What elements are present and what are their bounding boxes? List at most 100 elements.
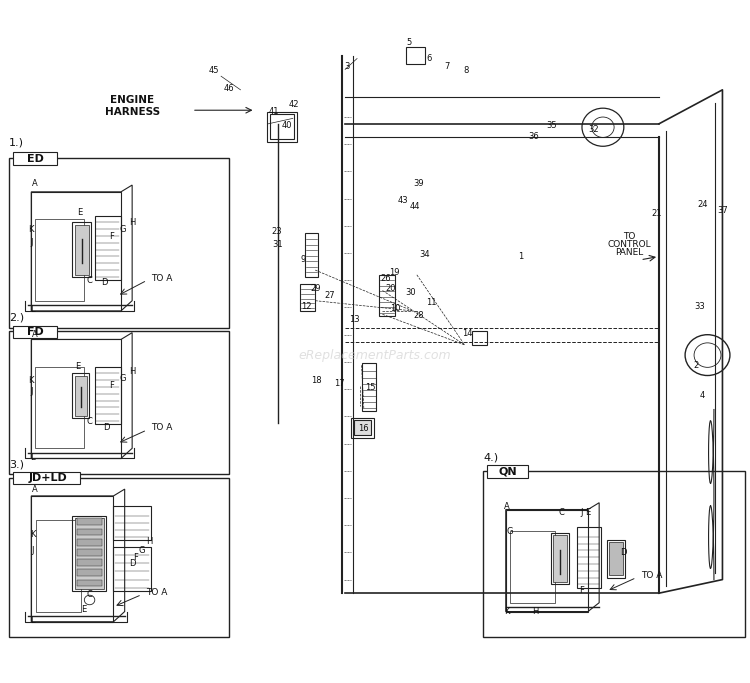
- Bar: [76, 580, 101, 587]
- Text: TO A: TO A: [640, 571, 662, 580]
- Text: HARNESS: HARNESS: [104, 107, 160, 117]
- Text: 31: 31: [272, 240, 284, 249]
- Bar: [472, 331, 487, 345]
- Text: 1: 1: [518, 252, 524, 261]
- Text: 4.): 4.): [483, 453, 499, 462]
- Bar: [577, 527, 601, 588]
- Bar: [76, 549, 101, 556]
- Bar: [74, 225, 88, 275]
- Text: 41: 41: [268, 107, 279, 116]
- Text: 4: 4: [700, 391, 705, 400]
- Text: L: L: [31, 453, 35, 462]
- Text: F: F: [580, 586, 584, 595]
- Bar: [607, 540, 625, 578]
- Text: 20: 20: [386, 284, 396, 293]
- Text: C: C: [559, 508, 565, 518]
- Bar: [72, 516, 106, 591]
- Bar: [113, 547, 151, 591]
- Bar: [72, 374, 88, 418]
- Text: 15: 15: [365, 383, 376, 392]
- Bar: [74, 518, 104, 589]
- Bar: [550, 533, 569, 585]
- Text: A: A: [505, 501, 510, 511]
- Bar: [379, 275, 395, 316]
- Text: G: G: [506, 527, 513, 536]
- Text: G: G: [119, 374, 126, 382]
- Text: G: G: [119, 225, 126, 234]
- Text: 10: 10: [390, 305, 400, 313]
- Bar: [354, 421, 370, 435]
- Text: K: K: [28, 376, 34, 385]
- Text: 18: 18: [311, 376, 322, 385]
- Text: 11: 11: [426, 298, 436, 307]
- Bar: [9, 331, 230, 474]
- Text: TO A: TO A: [146, 588, 167, 597]
- Text: 35: 35: [547, 121, 557, 130]
- Text: 6: 6: [427, 54, 432, 63]
- Text: 17: 17: [334, 379, 345, 388]
- Text: 39: 39: [413, 179, 424, 189]
- Text: D: D: [620, 548, 627, 557]
- Text: 33: 33: [694, 302, 706, 311]
- Text: TO: TO: [622, 232, 635, 240]
- Text: 44: 44: [410, 202, 420, 211]
- Text: C: C: [86, 417, 92, 426]
- Text: 5: 5: [406, 38, 412, 46]
- Bar: [76, 570, 101, 576]
- Text: TO A: TO A: [152, 274, 172, 283]
- Text: E: E: [585, 508, 590, 518]
- Bar: [32, 192, 121, 311]
- Bar: [35, 219, 83, 301]
- Text: TO A: TO A: [152, 423, 172, 432]
- Text: 30: 30: [406, 288, 416, 297]
- Text: D: D: [129, 559, 136, 568]
- Bar: [76, 529, 101, 535]
- Text: A: A: [32, 178, 38, 188]
- Text: eReplacementParts.com: eReplacementParts.com: [298, 348, 452, 361]
- Text: K: K: [505, 607, 510, 616]
- Text: 13: 13: [350, 316, 360, 324]
- Text: ED: ED: [26, 154, 44, 163]
- Text: L: L: [31, 305, 35, 314]
- Text: 46: 46: [224, 84, 234, 93]
- Text: J: J: [580, 508, 584, 518]
- Text: A: A: [32, 330, 38, 339]
- Text: 37: 37: [717, 206, 728, 215]
- Text: D: D: [103, 423, 110, 432]
- Text: H: H: [129, 218, 135, 227]
- Text: E: E: [77, 208, 82, 217]
- Text: 23: 23: [271, 227, 282, 236]
- Text: 42: 42: [289, 100, 299, 109]
- Text: 32: 32: [588, 125, 598, 134]
- Bar: [362, 363, 376, 411]
- Text: C: C: [86, 276, 92, 285]
- Text: K: K: [30, 530, 35, 539]
- Bar: [94, 367, 121, 425]
- Text: E: E: [81, 605, 86, 614]
- Bar: [13, 326, 58, 338]
- Text: F: F: [134, 553, 138, 561]
- Text: JD+LD: JD+LD: [28, 473, 67, 484]
- Text: H: H: [532, 607, 538, 616]
- Text: D: D: [101, 278, 108, 287]
- Text: 14: 14: [462, 329, 472, 338]
- Bar: [35, 367, 83, 448]
- Text: E: E: [75, 362, 80, 371]
- Bar: [483, 471, 745, 637]
- Text: F: F: [110, 232, 115, 240]
- Bar: [506, 510, 588, 611]
- Bar: [406, 47, 425, 64]
- Bar: [300, 283, 315, 311]
- Bar: [9, 477, 230, 637]
- Bar: [94, 216, 121, 280]
- Text: J: J: [32, 546, 34, 555]
- Bar: [32, 339, 121, 458]
- Text: 8: 8: [464, 66, 469, 75]
- Text: J: J: [30, 238, 32, 247]
- Text: PANEL: PANEL: [615, 248, 644, 257]
- Bar: [271, 114, 294, 139]
- Text: 40: 40: [281, 121, 292, 130]
- Bar: [510, 531, 555, 602]
- Bar: [36, 520, 80, 611]
- Text: L: L: [31, 616, 35, 625]
